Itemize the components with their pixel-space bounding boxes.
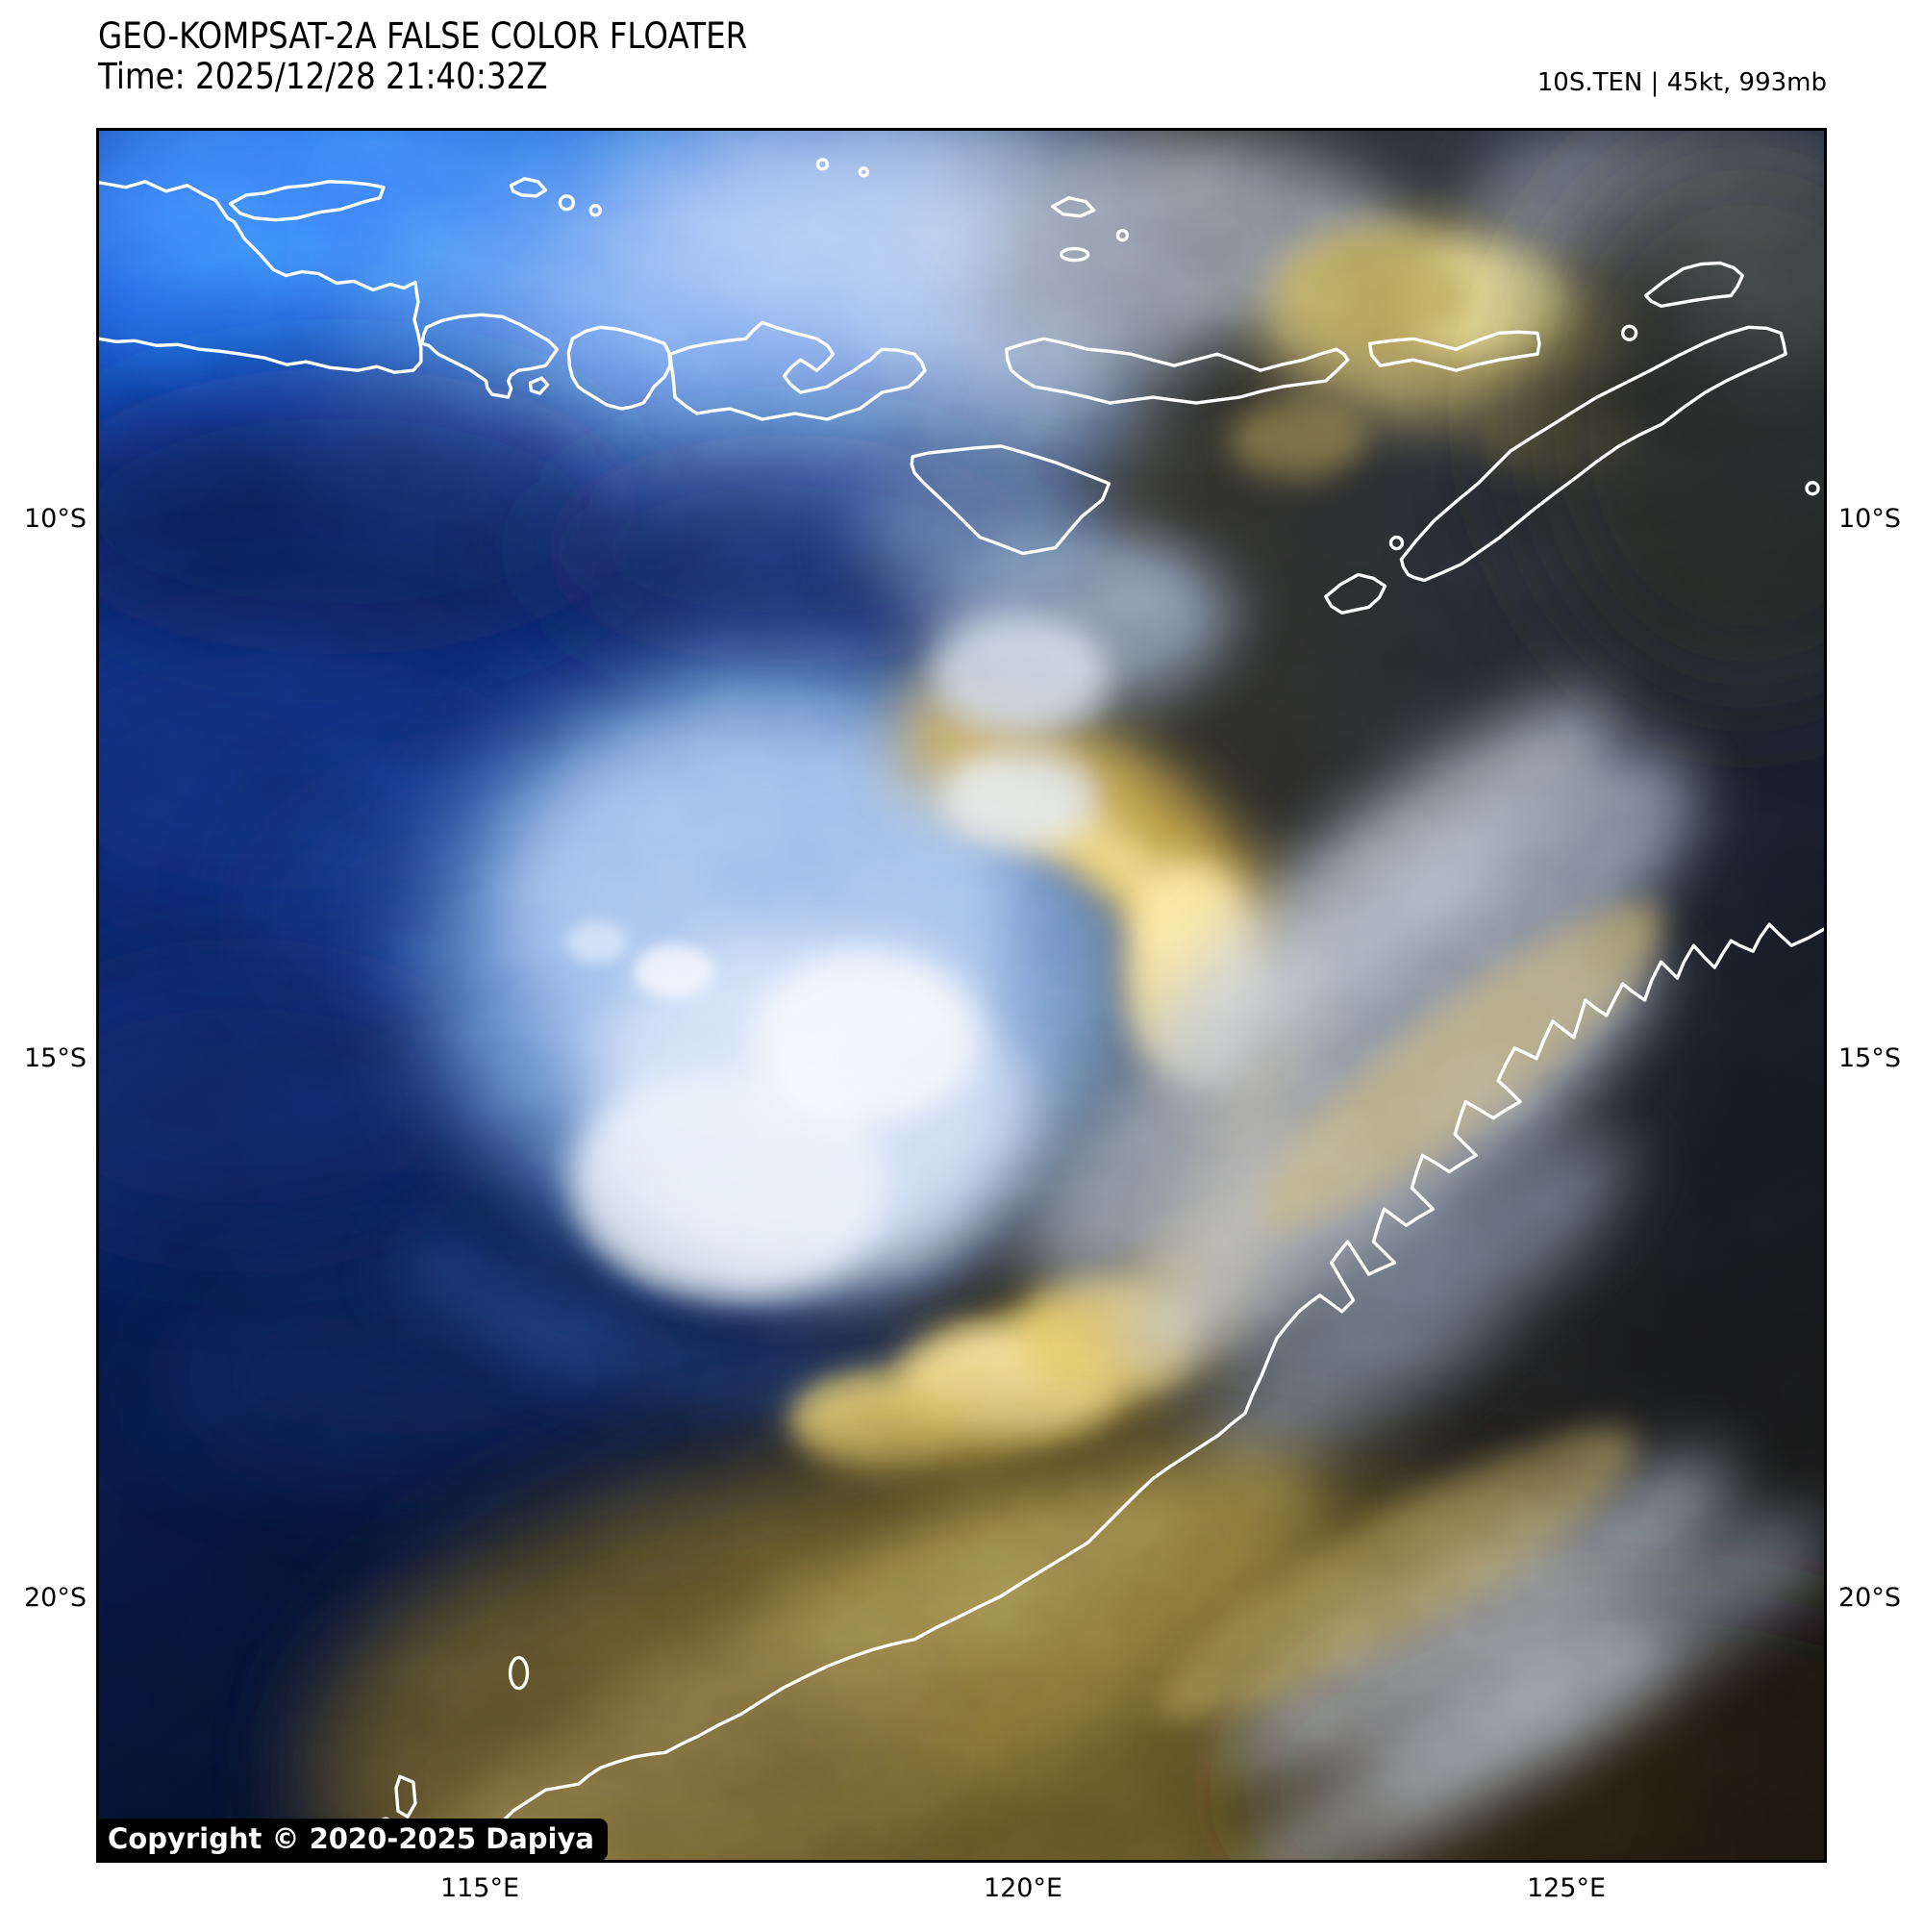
lat-label-left-20s: 20°S xyxy=(24,1583,87,1613)
lon-label-120e: 120°E xyxy=(983,1873,1063,1903)
lat-label-left-15s: 15°S xyxy=(24,1043,87,1073)
coast-islet xyxy=(1059,246,1090,263)
page-title: GEO-KOMPSAT-2A FALSE COLOR FLOATER xyxy=(98,15,748,57)
coastline-layer xyxy=(99,158,1824,1860)
satellite-false-color-image xyxy=(99,131,1824,1860)
coast-sumbawa xyxy=(668,320,927,421)
coast-islet xyxy=(558,194,576,212)
coast-flores xyxy=(1005,337,1350,405)
coast-wetar xyxy=(1643,261,1744,309)
coast-alor-chain xyxy=(1367,330,1541,372)
coast-sumba xyxy=(910,444,1111,556)
coast-islet xyxy=(815,158,830,171)
coast-madura xyxy=(228,180,386,222)
coast-java xyxy=(99,180,423,374)
coast-nusa-penida xyxy=(528,376,550,395)
coast-bali xyxy=(420,313,560,399)
coast-islet-kangean xyxy=(509,177,548,198)
cloud-texture-overlay xyxy=(99,131,1824,1860)
coast-islet-semau xyxy=(1388,535,1405,551)
coast-islet-atauro xyxy=(1621,324,1638,341)
timestamp-label: Time: 2025/12/28 21:40:32Z xyxy=(98,56,548,97)
coast-lombok xyxy=(566,325,672,411)
coast-islet-barrow xyxy=(508,1656,530,1691)
coast-islet-selayar xyxy=(1050,196,1096,218)
lat-label-left-10s: 10°S xyxy=(24,504,87,534)
storm-annotation: 10S.TEN | 45kt, 993mb xyxy=(1536,68,1827,97)
lon-label-125e: 125°E xyxy=(1526,1873,1607,1903)
coast-islet xyxy=(588,204,602,217)
satellite-map-frame xyxy=(96,128,1827,1863)
lat-label-right-20s: 20°S xyxy=(1838,1583,1901,1613)
coast-islet xyxy=(1115,228,1130,242)
coast-islet-muiron xyxy=(394,1774,417,1819)
lat-label-right-15s: 15°S xyxy=(1838,1043,1901,1073)
coast-timor xyxy=(1399,325,1787,583)
lon-label-115e: 115°E xyxy=(439,1873,520,1903)
coast-islet xyxy=(858,166,870,178)
coast-australia xyxy=(471,922,1824,1860)
coast-islet xyxy=(1805,481,1820,496)
copyright-badge: Copyright © 2020-2025 Dapiya xyxy=(96,1819,608,1861)
lat-label-right-10s: 10°S xyxy=(1838,504,1901,534)
coast-rote xyxy=(1324,572,1387,615)
